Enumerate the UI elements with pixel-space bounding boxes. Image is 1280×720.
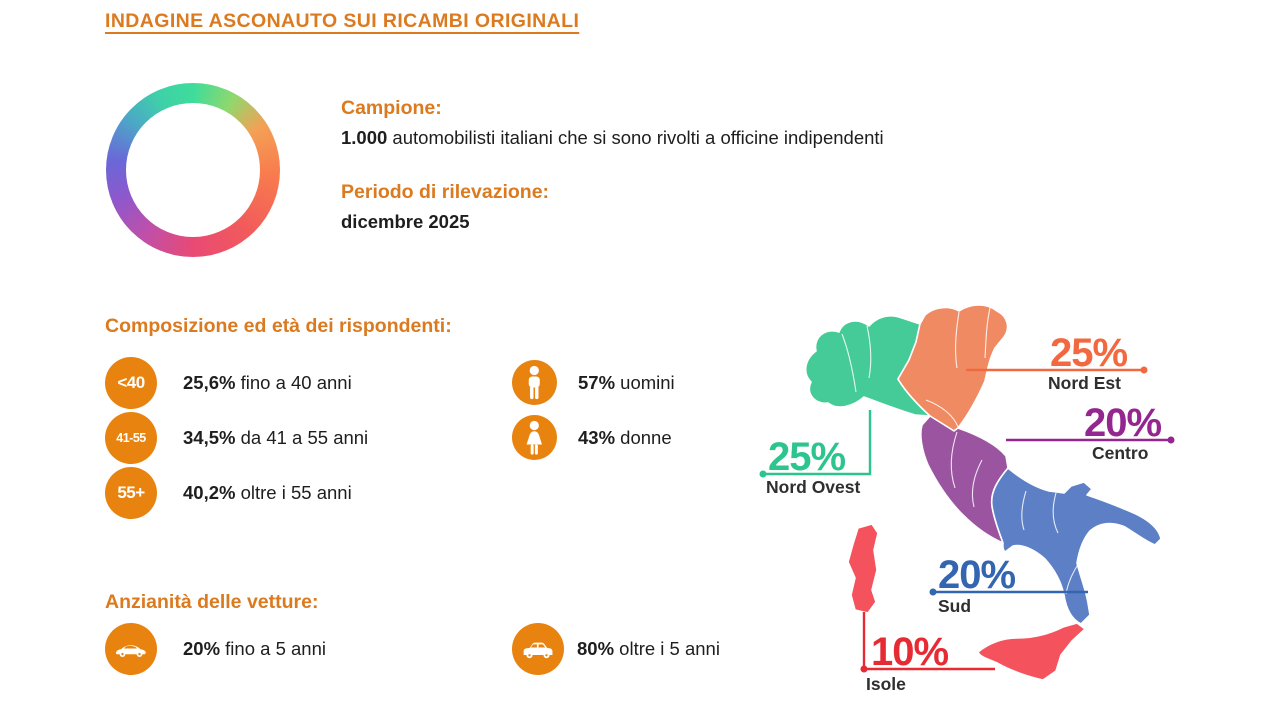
- age-label: da 41 a 55 anni: [235, 427, 369, 448]
- gradient-ring-logo: [106, 83, 280, 257]
- age-badge-under40: <40: [105, 357, 157, 409]
- callout-centro: 20% Centro: [1006, 401, 1175, 463]
- vehicle-row-new: 20% fino a 5 anni: [105, 623, 326, 675]
- vehicle-percent: 80%: [577, 638, 615, 659]
- period-heading: Periodo di rilevazione:: [341, 181, 550, 203]
- demographics-heading: Composizione ed età dei rispondenti:: [105, 315, 452, 337]
- vehicle-stat: 20% fino a 5 anni: [183, 638, 326, 660]
- callout-percent: 25%: [1050, 331, 1127, 375]
- vehicle-label: oltre i 5 anni: [614, 638, 720, 659]
- callout-label: Nord Est: [1048, 373, 1121, 393]
- age-group-row: 55+ 40,2% oltre i 55 anni: [105, 467, 352, 519]
- leader-dot: [1140, 366, 1148, 374]
- age-group-row: <40 25,6% fino a 40 anni: [105, 357, 352, 409]
- vehicle-label: fino a 5 anni: [220, 638, 326, 659]
- gender-stat: 43% donne: [578, 427, 672, 449]
- leader-dot: [1167, 436, 1175, 444]
- vehicle-percent: 20%: [183, 638, 221, 659]
- sample-description: automobilisti italiani che si sono rivol…: [387, 127, 884, 148]
- age-label: oltre i 55 anni: [235, 482, 352, 503]
- vehicle-stat: 80% oltre i 5 anni: [577, 638, 720, 660]
- car-sedan-icon: [105, 623, 157, 675]
- gender-row-women: 43% donne: [512, 415, 672, 460]
- period-value: dicembre 2025: [341, 211, 470, 232]
- age-percent: 25,6%: [183, 372, 236, 393]
- leader-line: [763, 410, 872, 476]
- gender-row-men: 57% uomini: [512, 360, 675, 405]
- callout-percent: 20%: [938, 553, 1015, 597]
- callout-isole: 10% Isole: [860, 612, 995, 694]
- region-sud: [990, 467, 1162, 625]
- region-isole-sardegna: [847, 523, 879, 614]
- sample-size: 1.000: [341, 127, 388, 148]
- region-centro: [920, 415, 1009, 544]
- sample-section: Campione: 1.000 automobilisti italiani c…: [341, 97, 884, 149]
- vehicles-heading: Anzianità delle vetture:: [105, 591, 319, 613]
- age-percent: 40,2%: [183, 482, 236, 503]
- ring-hole: [126, 103, 260, 237]
- province-borders: [841, 307, 1080, 595]
- italy-map: 25% Nord Ovest 25% Nord Est 20% Centro 2…: [759, 304, 1175, 694]
- callout-label: Isole: [866, 674, 906, 694]
- age-percent: 34,5%: [183, 427, 236, 448]
- region-isole-sicilia: [977, 622, 1086, 681]
- leader-dot: [929, 588, 937, 596]
- age-stat: 40,2% oltre i 55 anni: [183, 482, 352, 504]
- callout-nord-est: 25% Nord Est: [966, 331, 1148, 393]
- callout-nord-ovest: 25% Nord Ovest: [759, 410, 872, 497]
- sample-text: 1.000 automobilisti italiani che si sono…: [341, 127, 884, 149]
- page-title: INDAGINE ASCONAUTO SUI RICAMBI ORIGINALI: [105, 10, 580, 32]
- gender-stat: 57% uomini: [578, 372, 675, 394]
- period-section: Periodo di rilevazione: dicembre 2025: [341, 181, 549, 233]
- age-stat: 34,5% da 41 a 55 anni: [183, 427, 368, 449]
- gender-percent: 43%: [578, 426, 616, 448]
- age-label: fino a 40 anni: [235, 372, 352, 393]
- gender-label: donne: [615, 426, 672, 448]
- callout-label: Nord Ovest: [766, 477, 860, 497]
- callout-sud: 20% Sud: [929, 553, 1088, 616]
- age-badge-41-55: 41-55: [105, 412, 157, 464]
- region-nord-est: [897, 304, 1009, 432]
- callout-percent: 20%: [1084, 401, 1161, 445]
- region-nord-ovest: [804, 315, 931, 417]
- age-stat: 25,6% fino a 40 anni: [183, 372, 352, 394]
- gender-percent: 57%: [578, 371, 616, 393]
- callout-percent: 10%: [871, 630, 948, 674]
- age-group-row: 41-55 34,5% da 41 a 55 anni: [105, 412, 368, 464]
- sample-heading: Campione:: [341, 97, 442, 119]
- leader-dot: [860, 665, 868, 673]
- leader-dot: [759, 470, 767, 478]
- woman-icon: [512, 415, 557, 460]
- vehicle-row-old: 80% oltre i 5 anni: [512, 623, 720, 675]
- man-icon: [512, 360, 557, 405]
- callout-label: Sud: [938, 596, 971, 616]
- age-badge-55plus: 55+: [105, 467, 157, 519]
- callout-percent: 25%: [768, 435, 845, 479]
- car-compact-icon: [512, 623, 564, 675]
- gender-label: uomini: [615, 371, 675, 393]
- callout-label: Centro: [1092, 443, 1148, 463]
